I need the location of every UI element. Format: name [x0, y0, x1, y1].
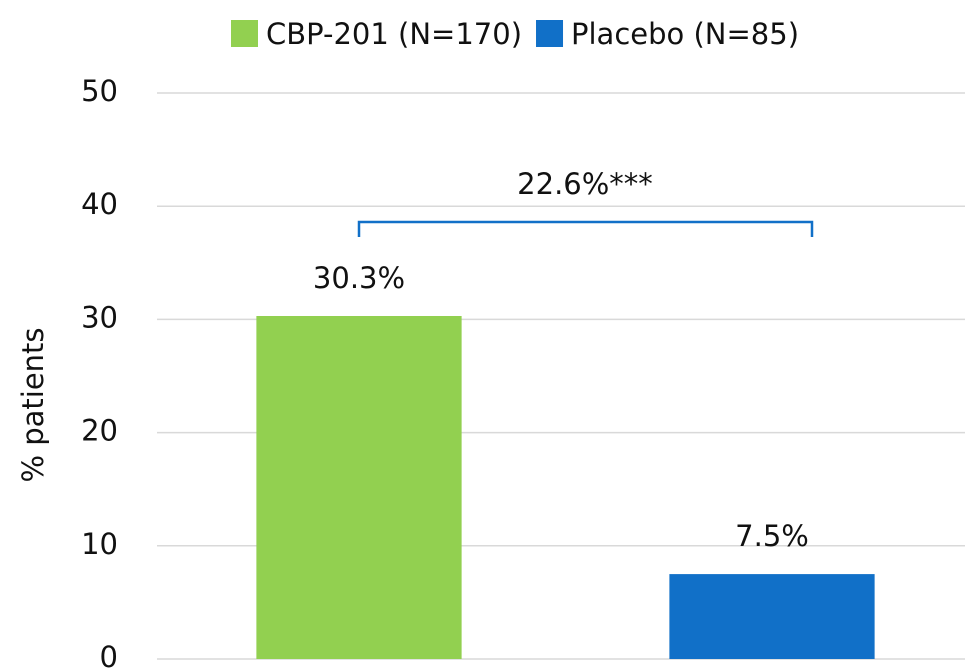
legend-label: Placebo (N=85): [571, 17, 799, 51]
value-label: 7.5%: [735, 519, 809, 553]
y-axis-label: % patients: [16, 327, 50, 482]
legend-label: CBP-201 (N=170): [266, 17, 522, 51]
y-tick-label: 50: [81, 74, 118, 108]
y-tick-label: 0: [100, 640, 118, 672]
legend-swatch: [231, 20, 258, 47]
annotation: 22.6%***: [517, 167, 653, 201]
significance-bracket: [357, 220, 814, 237]
y-tick-label: 40: [81, 187, 118, 221]
y-tick-label: 30: [81, 300, 118, 334]
y-tick-label: 10: [81, 527, 118, 561]
y-tick-label: 20: [81, 414, 118, 448]
value-label: 30.3%: [313, 261, 405, 295]
legend-swatch: [536, 20, 564, 47]
bar: [669, 574, 875, 659]
bar: [256, 316, 462, 659]
